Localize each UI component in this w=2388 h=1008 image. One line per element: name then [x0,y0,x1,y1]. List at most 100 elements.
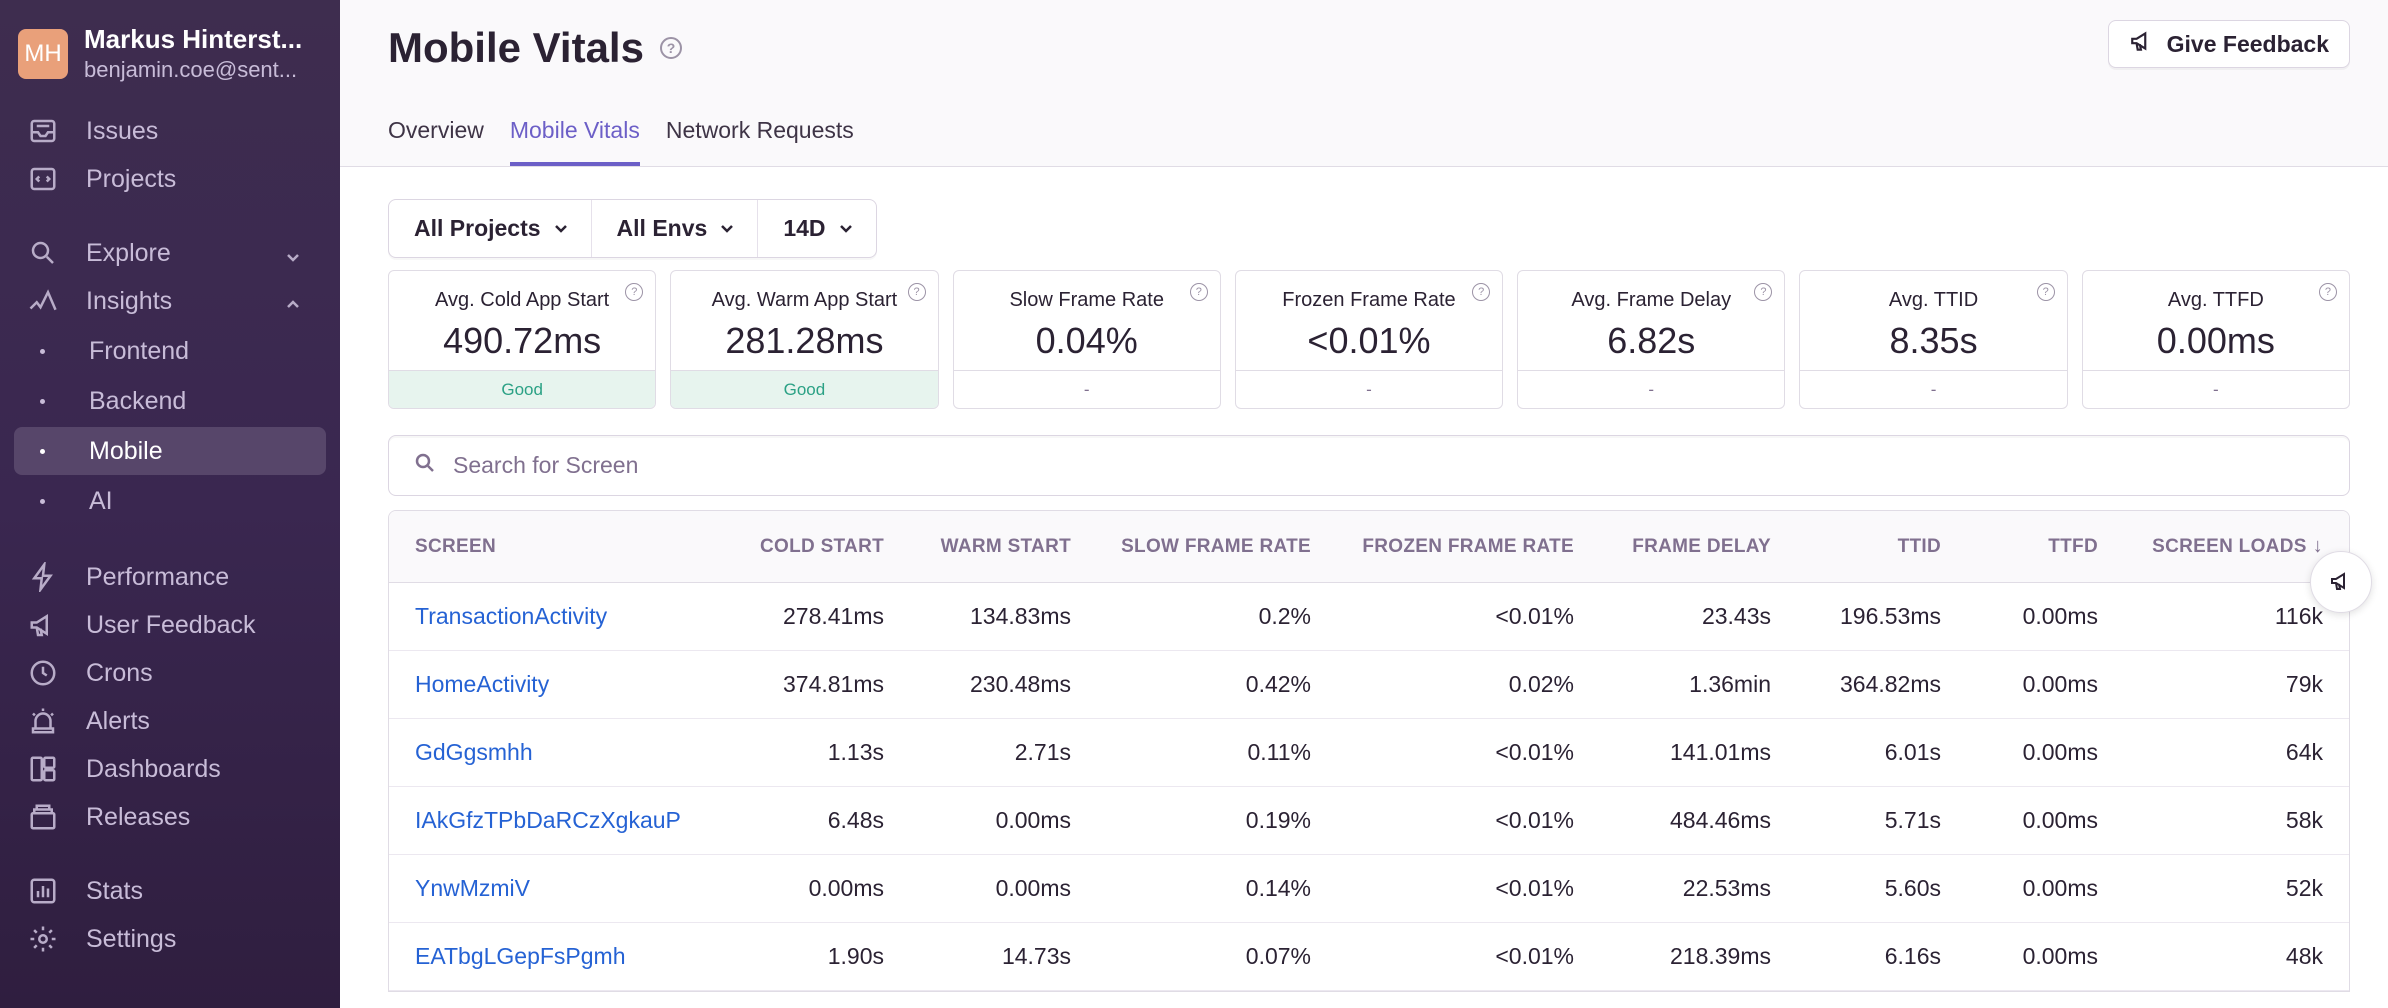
ttfd-cell: 0.00ms [2022,943,2098,969]
table-row: EATbgLGepFsPgmh 1.90s 14.73s 0.07% <0.01… [389,923,2349,991]
tab-network-requests[interactable]: Network Requests [665,117,854,143]
megaphone-icon [2329,569,2353,596]
card-title: Avg. Frame Delay [1571,289,1732,311]
help-icon[interactable]: ? [2318,283,2337,301]
tab-mobile-vitals[interactable]: Mobile Vitals [509,117,640,166]
screen-link[interactable]: YnwMzmiV [415,875,531,901]
frozen-frame-rate-cell: <0.01% [1495,603,1574,629]
floating-feedback-button[interactable] [2310,551,2372,613]
bullet-icon [40,448,45,454]
card-status: - [1235,370,1503,408]
tab-overview[interactable]: Overview [388,117,484,143]
search-icon [413,451,437,480]
give-feedback-button[interactable]: Give Feedback [2107,20,2350,68]
help-icon[interactable]: ? [907,283,926,301]
sidebar-item-label: Settings [86,924,177,953]
screen-link[interactable]: TransactionActivity [415,603,608,629]
screen-loads-cell: 58k [2285,807,2323,833]
sidebar: MH Markus Hinterst... benjamin.coe@sent.… [0,0,340,1008]
sidebar-item-stats[interactable]: Stats [14,867,326,915]
user-email: benjamin.coe@sent... [84,57,298,82]
help-icon[interactable]: ? [1189,283,1208,301]
megaphone-icon [2129,28,2155,60]
card-status: - [2082,370,2349,408]
card-value: <0.01% [1307,320,1431,361]
slow-frame-rate-cell: 0.2% [1258,603,1311,629]
column-header-cold-start[interactable]: Cold Start [759,535,884,557]
org-switcher[interactable]: MH Markus Hinterst... benjamin.coe@sent.… [14,20,326,107]
sidebar-item-label: Issues [86,116,159,145]
environment-filter[interactable]: All Envs [592,200,759,257]
help-icon[interactable]: ? [659,37,682,59]
screen-link[interactable]: HomeActivity [415,671,550,697]
sidebar-item-settings[interactable]: Settings [14,915,326,963]
sidebar-item-label: Projects [86,164,177,193]
screen-link[interactable]: EATbgLGepFsPgmh [415,943,626,969]
ttfd-cell: 0.00ms [2022,671,2098,697]
frozen-frame-rate-cell: <0.01% [1495,875,1574,901]
column-header-warm-start[interactable]: Warm Start [940,535,1071,557]
sidebar-item-backend[interactable]: Backend [14,377,326,425]
column-header-ttfd[interactable]: TTFD [2048,535,2098,557]
card-value: 0.04% [1035,320,1138,361]
sidebar-item-label: Crons [86,658,153,687]
sidebar-item-insights[interactable]: Insights [14,277,326,325]
sidebar-item-alerts[interactable]: Alerts [14,697,326,745]
ttfd-cell: 0.00ms [2022,875,2098,901]
frame-delay-cell: 1.36min [1689,671,1771,697]
siren-icon [28,706,58,736]
help-icon[interactable]: ? [625,283,644,301]
card-status: - [1518,370,1785,408]
warm-start-cell: 0.00ms [995,807,1071,833]
sidebar-item-dashboards[interactable]: Dashboards [14,745,326,793]
sidebar-item-issues[interactable]: Issues [14,107,326,155]
sidebar-item-crons[interactable]: Crons [14,649,326,697]
sidebar-item-user-feedback[interactable]: User Feedback [14,601,326,649]
cold-start-cell: 278.41ms [782,603,884,629]
cold-start-cell: 374.81ms [782,671,884,697]
card-status: Good [389,370,656,408]
stats-icon [28,876,58,906]
help-icon[interactable]: ? [1754,283,1773,301]
column-header-screen-loads[interactable]: Screen Loads ↓ [2098,535,2349,558]
card-value: 8.35s [1889,320,1978,361]
sidebar-item-explore[interactable]: Explore [14,229,326,277]
code-icon [28,164,58,194]
project-filter[interactable]: All Projects [389,200,592,257]
package-icon [28,802,58,832]
tab-bar: Overview Mobile Vitals Network Requests [388,117,854,166]
page-header: Mobile Vitals ? Give Feedback Overview M… [340,0,2388,167]
card-title: Avg. TTID [1888,289,1979,311]
column-header-slow-frame-rate[interactable]: Slow Frame Rate [1121,535,1311,557]
search-input[interactable] [453,452,2325,479]
column-header-frozen-frame-rate[interactable]: Frozen Frame Rate [1362,535,1574,557]
screen-link[interactable]: GdGgsmhh [415,739,533,765]
cold-start-cell: 6.48s [827,807,884,833]
chevron-down-icon [719,215,735,242]
sidebar-item-projects[interactable]: Projects [14,155,326,203]
org-text: Markus Hinterst... benjamin.coe@sent... [84,24,304,83]
sidebar-item-releases[interactable]: Releases [14,793,326,841]
help-icon[interactable]: ? [1472,283,1491,301]
sidebar-item-frontend[interactable]: Frontend [14,327,326,375]
date-range-filter[interactable]: 14D [758,200,875,257]
column-header-screen[interactable]: Screen [415,535,496,557]
vital-card-frame-delay: ? Avg. Frame Delay 6.82s - [1517,270,1786,409]
card-value: 6.82s [1607,320,1696,361]
column-header-frame-delay[interactable]: Frame Delay [1632,535,1771,557]
slow-frame-rate-cell: 0.11% [1247,739,1311,765]
sidebar-item-mobile[interactable]: Mobile [14,427,326,475]
sidebar-item-label: Alerts [86,706,150,735]
sidebar-item-ai[interactable]: AI [14,477,326,525]
card-value: 0.00ms [2156,320,2275,361]
chevron-up-icon [284,292,302,310]
ttid-cell: 364.82ms [1839,671,1941,697]
screen-link[interactable]: IAkGfzTPbDaRCzXgkauP [415,807,681,833]
cold-start-cell: 1.13s [827,739,884,765]
column-header-ttid[interactable]: TTID [1897,535,1941,557]
frame-delay-cell: 484.46ms [1669,807,1771,833]
sidebar-item-performance[interactable]: Performance [14,553,326,601]
chevron-down-icon [284,244,302,262]
help-icon[interactable]: ? [2036,283,2055,301]
cold-start-cell: 1.90s [827,943,884,969]
